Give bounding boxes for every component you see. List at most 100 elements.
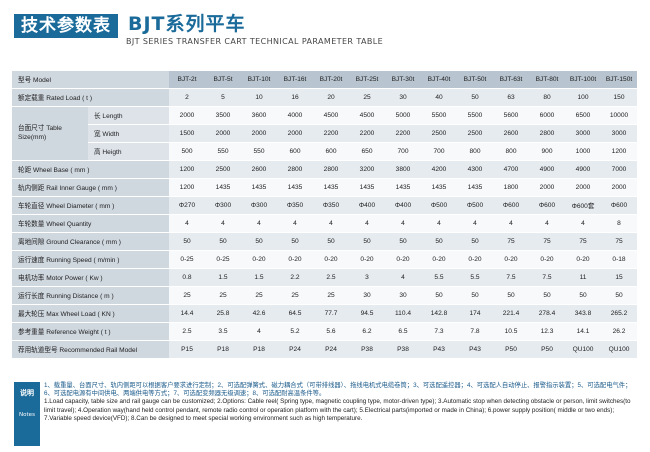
table-cell: 50 <box>385 232 422 251</box>
table-cell: 2800 <box>313 160 350 179</box>
table-cell: 3200 <box>349 160 386 179</box>
table-cell: 94.5 <box>349 304 386 323</box>
notes-text-en: 1.Load capacity, table size and rail gau… <box>44 398 631 422</box>
parameter-table-body: 型号 Model BJT-2t BJT-5t BJT-10t BJT-16t BJT-20… <box>12 71 638 359</box>
table-cell: P15 <box>169 340 206 359</box>
table-cell: P24 <box>313 340 350 359</box>
row-label: 参考重量 Reference Weight ( t ) <box>12 322 170 341</box>
table-cell: 25 <box>349 88 386 107</box>
header-model-cell: BJT-63t <box>493 71 530 89</box>
table-cell: QU100 <box>565 340 602 359</box>
table-cell: 50 <box>349 232 386 251</box>
table-cell: 3600 <box>241 106 278 125</box>
notes-section: 说明 Notes 1、载重量、台面尺寸、轨内侧距可以根据客户要求进行定制；2、可… <box>14 382 636 446</box>
table-cell: 16 <box>277 88 314 107</box>
table-cell: Φ600 <box>493 196 530 215</box>
table-cell: 1500 <box>169 124 206 143</box>
table-cell: 15 <box>601 268 638 287</box>
table-cell: 4900 <box>565 160 602 179</box>
table-cell: 2200 <box>349 124 386 143</box>
table-cell: 75 <box>601 232 638 251</box>
table-cell: 2000 <box>241 124 278 143</box>
table-row-motor-power: 电机功率 Motor Power ( Kw ) 0.8 1.5 1.5 2.2 2.5 3 4… <box>12 268 638 287</box>
row-group-label-table-size: 台面尺寸 Table Size(mm) <box>12 106 88 161</box>
table-cell: 3000 <box>601 124 638 143</box>
title-chinese: 技术参数表 <box>14 14 118 38</box>
table-cell: 4 <box>313 214 350 233</box>
table-cell: 3000 <box>565 124 602 143</box>
table-cell: 4300 <box>457 160 494 179</box>
table-cell: 800 <box>493 142 530 161</box>
row-label: 车轮直径 Wheel Diameter ( mm ) <box>12 196 170 215</box>
table-cell: 7.5 <box>493 268 530 287</box>
table-cell: 4 <box>565 214 602 233</box>
table-cell: P38 <box>385 340 422 359</box>
table-cell: 0-25 <box>169 250 206 269</box>
table-cell: 2.5 <box>313 268 350 287</box>
table-cell: 2500 <box>205 160 242 179</box>
table-cell: 100 <box>565 88 602 107</box>
table-row-rail-model: 荐用轨道型号 Recommended Rail Model P15 P18 P18 P2… <box>12 340 638 359</box>
header-model-cell: BJT-40t <box>421 71 458 89</box>
header-model-cell: BJT-80t <box>529 71 566 89</box>
notes-text-cn: 1、载重量、台面尺寸、轨内侧距可以根据客户要求进行定制；2、可选配弹簧式、磁力耦… <box>44 382 632 398</box>
table-cell: 500 <box>169 142 206 161</box>
table-cell: P24 <box>277 340 314 359</box>
title-series: BJT系列平车 <box>128 13 246 35</box>
table-cell: Φ270 <box>169 196 206 215</box>
table-cell: 25.8 <box>205 304 242 323</box>
table-cell: 30 <box>385 88 422 107</box>
table-cell: 25 <box>241 286 278 305</box>
table-cell: 50 <box>529 286 566 305</box>
table-cell: 1435 <box>205 178 242 197</box>
table-cell: 50 <box>421 286 458 305</box>
table-cell: 2800 <box>529 124 566 143</box>
table-cell: 4000 <box>277 106 314 125</box>
header-model-cell: BJT-16t <box>277 71 314 89</box>
table-cell: 600 <box>313 142 350 161</box>
table-cell: 10000 <box>601 106 638 125</box>
header-model-label: 型号 Model <box>12 71 170 89</box>
table-row-wheel-base: 轮距 Wheel Base ( mm ) 1200 2500 2600 2800 2800… <box>12 160 638 179</box>
table-cell: 1200 <box>601 142 638 161</box>
row-label: 最大轮压 Max Wheel Load ( KN ) <box>12 304 170 323</box>
table-cell: P43 <box>421 340 458 359</box>
table-cell: 4 <box>493 214 530 233</box>
table-cell: 0-20 <box>313 250 350 269</box>
table-cell: 2000 <box>529 178 566 197</box>
table-cell: 0-20 <box>385 250 422 269</box>
table-cell: 30 <box>385 286 422 305</box>
table-cell: 700 <box>385 142 422 161</box>
table-cell: 1200 <box>169 178 206 197</box>
row-label: 车轮数量 Wheel Quantity <box>12 214 170 233</box>
table-cell: 4 <box>457 214 494 233</box>
table-cell: 20 <box>313 88 350 107</box>
table-cell: 0-20 <box>529 250 566 269</box>
table-cell: 3800 <box>385 160 422 179</box>
table-cell: 50 <box>241 232 278 251</box>
notes-tag-cn: 说明 <box>20 389 34 397</box>
table-cell: 75 <box>529 232 566 251</box>
table-cell: Φ600 <box>601 196 638 215</box>
table-cell: P18 <box>241 340 278 359</box>
table-cell: Φ300 <box>241 196 278 215</box>
table-cell: Φ400 <box>349 196 386 215</box>
table-row-running-distance: 运行长度 Running Distance ( m ) 25 25 25 25 25 30 3… <box>12 286 638 305</box>
table-cell: 221.4 <box>493 304 530 323</box>
header-model-cell: BJT-25t <box>349 71 386 89</box>
table-cell: 343.8 <box>565 304 602 323</box>
table-cell: 3.5 <box>205 322 242 341</box>
table-cell: 174 <box>457 304 494 323</box>
row-sub-label: 宽 Width <box>88 124 170 143</box>
table-cell: 2800 <box>277 160 314 179</box>
table-cell: 0-20 <box>457 250 494 269</box>
row-label: 额定载重 Rated Load ( t ) <box>12 88 170 107</box>
table-cell: 4 <box>349 214 386 233</box>
table-cell: 6000 <box>529 106 566 125</box>
table-cell: P50 <box>493 340 530 359</box>
table-cell: 1435 <box>385 178 422 197</box>
table-cell: 2000 <box>169 106 206 125</box>
table-cell: 5500 <box>457 106 494 125</box>
table-cell: 8 <box>601 214 638 233</box>
table-cell: 4 <box>205 214 242 233</box>
